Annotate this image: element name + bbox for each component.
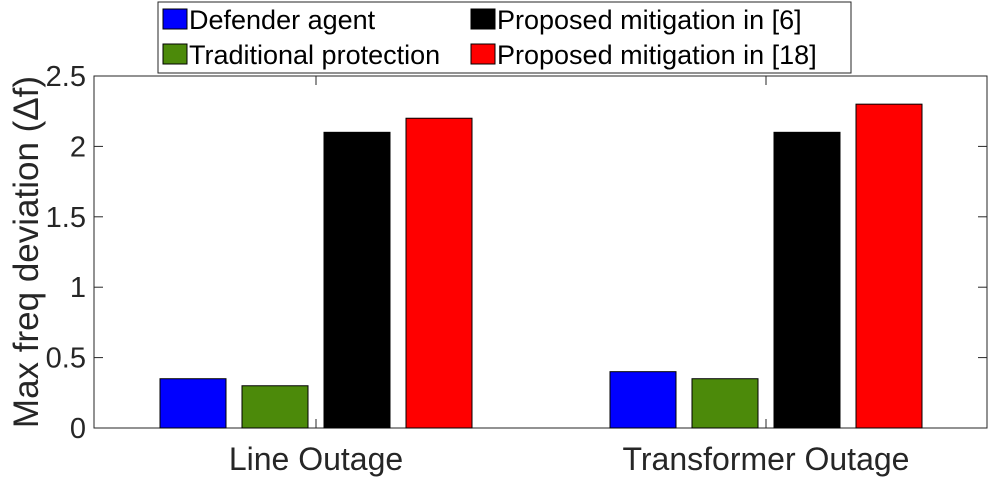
bar-4-2: [855, 103, 923, 429]
y-axis-ticks: 0 0.5 1 1.5 2 2.5: [46, 61, 987, 445]
y-tick-label: 2: [70, 131, 86, 163]
y-tick-label: 0: [70, 413, 86, 445]
legend-label-2: Traditional protection: [189, 40, 440, 70]
bar-3-1: [323, 131, 391, 429]
legend-label-3: Proposed mitigation in [6]: [497, 5, 802, 35]
bars-group: [159, 103, 923, 429]
y-tick-label: 2.5: [46, 61, 86, 93]
legend-label-4: Proposed mitigation in [18]: [497, 40, 817, 70]
bar-1-2: [609, 371, 677, 429]
y-axis-title: Max freq deviation (Δf): [7, 76, 46, 428]
y-tick-label: 1.5: [46, 202, 86, 234]
bar-2-2: [691, 378, 759, 429]
bar-4-1: [405, 117, 473, 429]
bar-3-2: [773, 131, 841, 429]
legend: Defender agent Traditional protection Prop…: [157, 1, 852, 74]
x-axis-ticks: Line Outage Transformer Outage: [229, 76, 910, 477]
legend-box: [157, 1, 852, 74]
legend-label-1: Defender agent: [189, 5, 376, 35]
y-tick-label: 1: [70, 272, 86, 304]
legend-swatch-2: [162, 43, 188, 65]
x-tick-label: Line Outage: [229, 441, 403, 477]
legend-swatch-3: [470, 8, 496, 30]
legend-swatch-1: [162, 8, 188, 30]
bar-2-1: [241, 385, 309, 429]
bar-1-1: [159, 378, 227, 429]
plot-area: [93, 75, 988, 429]
legend-swatch-4: [470, 43, 496, 65]
x-tick-label: Transformer Outage: [623, 441, 910, 477]
y-tick-label: 0.5: [46, 343, 86, 375]
